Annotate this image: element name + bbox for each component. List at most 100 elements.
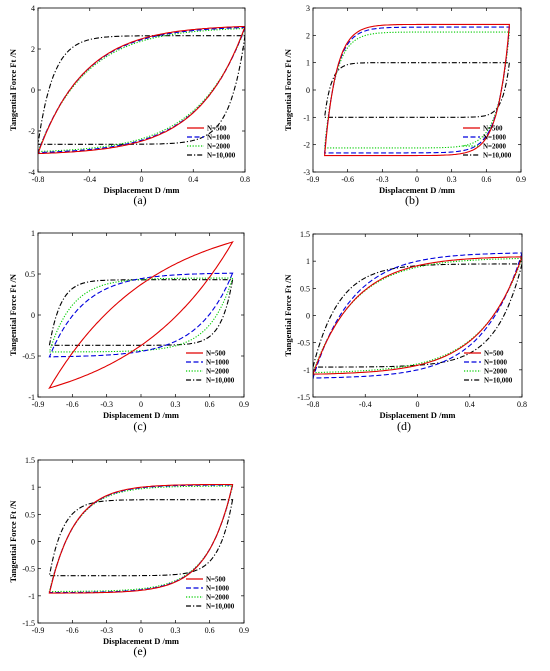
y-tick-label: 0 — [306, 312, 310, 321]
x-tick-label: -0.6 — [66, 400, 79, 409]
y-tick-label: -2 — [303, 141, 310, 150]
x-tick-label: -0.4 — [83, 175, 96, 184]
x-tick-label: 0.8 — [517, 400, 527, 409]
x-tick-label: 0 — [139, 626, 143, 635]
x-tick-label: 0.9 — [516, 175, 526, 184]
y-axis-label: Tangential Force Ft /N — [8, 500, 18, 583]
legend-entry: N=2000 — [484, 368, 508, 376]
y-tick-label: 0 — [31, 311, 35, 320]
panel-3: -0.9 -0.6 -0.3 0 0.3 0.6 0.9 -1 -0.5 0 0.5 1 Displac… — [8, 229, 249, 433]
series-group — [48, 241, 234, 389]
x-tick-label: 0.4 — [465, 400, 475, 409]
legend-entry: N=500 — [484, 350, 504, 358]
series-line-n-2000 — [323, 31, 511, 149]
x-tick-label: -0.6 — [66, 626, 79, 635]
x-axis-label: Displacement D /mm — [103, 636, 179, 646]
series-line-n-1000 — [313, 252, 522, 379]
y-tick-label: 1 — [306, 59, 310, 68]
x-tick-label: 0 — [139, 400, 143, 409]
y-tick-label: -1 — [28, 393, 35, 402]
y-tick-label: -1 — [303, 366, 310, 375]
x-tick-label: -0.9 — [32, 626, 45, 635]
y-tick-label: 0 — [31, 538, 35, 547]
y-tick-label: 2 — [31, 45, 35, 54]
panel-1: -0.8 -0.4 0 0.4 0.8 -4 -2 0 2 4 Displacement D /mm… — [8, 4, 250, 207]
legend-entry: N=500 — [206, 576, 226, 584]
y-tick-label: -1 — [303, 113, 310, 122]
y-axis-label: Tangential Force Ft /N — [8, 48, 18, 131]
y-tick-label: -3 — [303, 168, 310, 177]
x-tick-label: -0.9 — [32, 400, 45, 409]
series-group — [38, 25, 245, 155]
y-tick-label: 1 — [31, 229, 35, 238]
x-axis-label: Displacement D /mm — [379, 410, 455, 420]
series-group — [48, 483, 234, 594]
y-tick-label: -1 — [28, 592, 35, 601]
series-line-n-10-000 — [48, 499, 234, 577]
y-tick-label: 1.5 — [25, 456, 35, 465]
x-tick-label: -0.6 — [341, 175, 354, 184]
y-axis-label: Tangential Force Ft /N — [283, 48, 293, 131]
x-axis-label: Displacement D /mm — [103, 185, 179, 195]
legend-entry: N=1000 — [206, 585, 230, 593]
y-tick-label: -0.5 — [22, 352, 35, 361]
legend-entry: N=10,000 — [207, 152, 236, 160]
legend-entry: N=1000 — [483, 134, 507, 142]
y-tick-label: 1.5 — [300, 230, 310, 239]
series-line-n-1000 — [323, 26, 511, 154]
x-tick-label: 0.6 — [205, 400, 215, 409]
y-tick-label: 0 — [31, 86, 35, 95]
x-tick-label: 0 — [415, 175, 419, 184]
y-tick-label: 0.5 — [300, 284, 310, 293]
x-tick-label: -0.8 — [307, 400, 320, 409]
x-tick-label: 0 — [416, 400, 420, 409]
series-line-n-500 — [38, 25, 245, 155]
series-line-n-2000 — [48, 277, 234, 353]
series-group — [323, 23, 511, 157]
x-tick-label: 0.3 — [170, 400, 180, 409]
x-tick-label: -0.3 — [100, 626, 113, 635]
x-tick-label: 0.6 — [481, 175, 491, 184]
x-tick-label: -0.8 — [32, 175, 45, 184]
legend-entry: N=2000 — [206, 368, 230, 376]
legend-entry: N=10,000 — [206, 603, 235, 611]
x-tick-label: 0.4 — [188, 175, 198, 184]
x-tick-label: -0.9 — [307, 175, 320, 184]
panel-2: -0.9 -0.6 -0.3 0 0.3 0.6 0.9 -3 -2 -1 0 1 2 3 Displace… — [283, 4, 526, 207]
panel-label: (a) — [133, 193, 146, 207]
y-tick-label: 4 — [31, 4, 35, 13]
legend-entry: N=2000 — [483, 143, 507, 151]
x-tick-label: 0.9 — [239, 400, 249, 409]
series-line-n-10-000 — [323, 62, 511, 118]
series-group — [313, 252, 522, 379]
y-tick-label: -0.5 — [22, 565, 35, 574]
legend-entry: N=1000 — [207, 134, 231, 142]
panel-4: -0.8 -0.4 0 0.4 0.8 -1.5 -1 -0.5 0 0.5 1 1.5 Displac… — [283, 230, 527, 433]
legend-entry: N=2000 — [207, 143, 231, 151]
y-tick-label: 0 — [306, 86, 310, 95]
series-line-n-10-000 — [38, 35, 245, 145]
x-tick-label: -0.4 — [359, 400, 372, 409]
y-tick-label: 0.5 — [25, 510, 35, 519]
legend-entry: N=500 — [206, 350, 226, 358]
x-axis-label: Displacement D /mm — [103, 410, 179, 420]
legend-entry: N=1000 — [206, 359, 230, 367]
legend-entry: N=10,000 — [484, 377, 513, 385]
legend-entry: N=1000 — [484, 359, 508, 367]
panel-label: (e) — [133, 644, 146, 658]
y-tick-label: 1 — [31, 483, 35, 492]
series-line-n-1000 — [48, 272, 234, 358]
y-tick-label: -0.5 — [297, 339, 310, 348]
x-tick-label: 0.3 — [170, 626, 180, 635]
panel-5: -0.9 -0.6 -0.3 0 0.3 0.6 0.9 -1.5 -1 -0.5 0 0.5 1 1.5… — [8, 456, 249, 658]
y-tick-label: 1 — [306, 257, 310, 266]
y-axis-label: Tangential Force Ft /N — [8, 273, 18, 356]
y-tick-label: 3 — [306, 4, 310, 13]
y-tick-label: 2 — [306, 31, 310, 40]
